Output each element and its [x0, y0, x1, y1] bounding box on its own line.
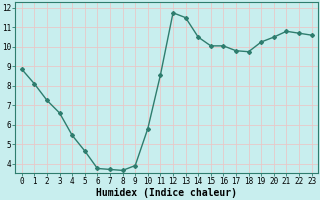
- X-axis label: Humidex (Indice chaleur): Humidex (Indice chaleur): [96, 188, 237, 198]
